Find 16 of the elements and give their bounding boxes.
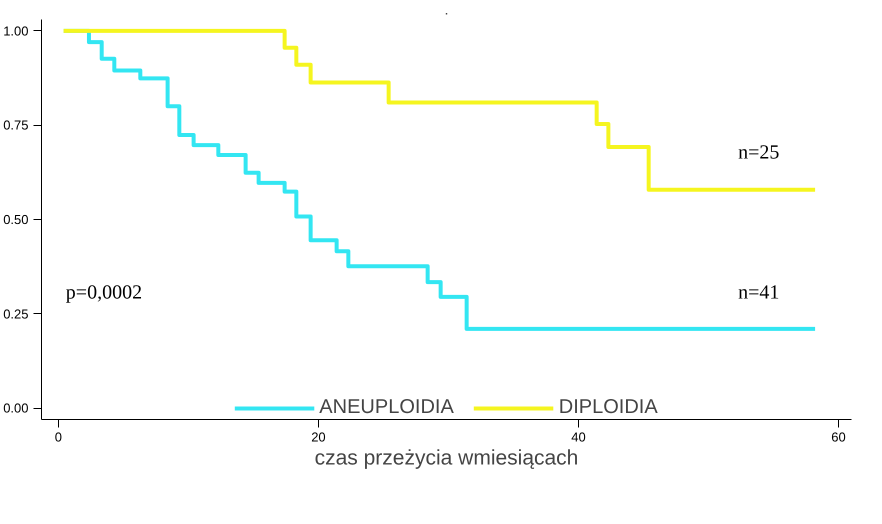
x-tick-label: 20 (311, 430, 326, 444)
x-tick-label: 60 (831, 430, 846, 444)
y-tick-label: 1.00 (3, 23, 29, 38)
x-tick-label: 0 (54, 430, 62, 444)
annotation: n=25 (738, 142, 780, 164)
legend-label: ANEUPLOIDIA (319, 396, 454, 419)
annotation: n=41 (738, 282, 780, 304)
x-tick-label: 40 (571, 430, 586, 444)
legend-label: DIPLOIDIA (558, 396, 658, 419)
y-tick-label: 0.75 (3, 118, 29, 133)
y-tick-label: 0.50 (3, 212, 29, 227)
y-tick-label: 0.25 (3, 306, 29, 322)
y-tick-label: 0.00 (3, 400, 29, 416)
annotation: p=0,0002 (66, 282, 142, 304)
x-axis-title: czas przeżycia wmiesiącach (314, 446, 578, 470)
chart-title: . (445, 6, 448, 18)
